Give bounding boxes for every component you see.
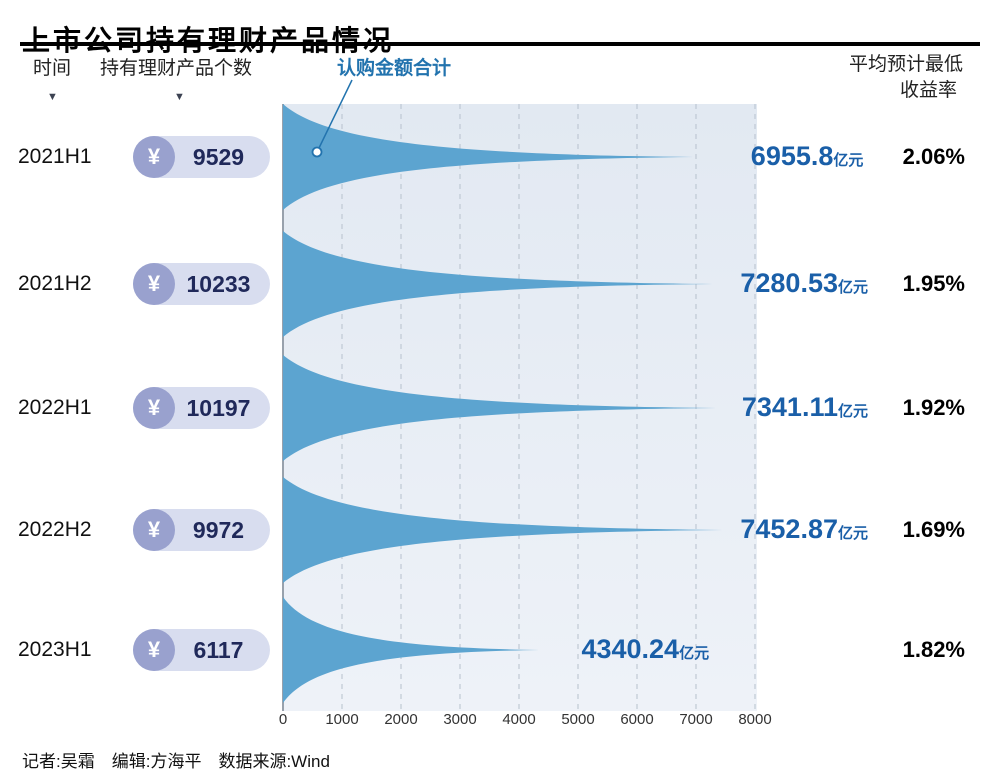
amount-unit: 亿元 [833,152,864,169]
rate-value: 1.92% [902,395,965,420]
x-tick-label: 7000 [679,711,713,728]
amount-unit: 亿元 [679,645,710,662]
amount-value: 7452.87 [740,514,838,544]
header-rate-line1: 平均预计最低 [848,54,963,75]
x-tick-label: 8000 [738,711,772,728]
count-pill: ¥ 9972 [133,509,270,551]
amount-unit: 亿元 [837,403,868,420]
amount-label: 7452.87亿元 [740,516,868,543]
count-value: 9972 [192,516,245,543]
row-time-label: 2021H2 [18,272,92,295]
x-tick-label: 0 [278,711,288,728]
header-amount: 认购金额合计 [337,58,452,79]
amount-label: 7280.53亿元 [740,270,868,297]
yen-coin-icon: ¥ [133,629,175,671]
triangle-down-icon: ▼ [47,91,58,103]
x-tick-label: 6000 [620,711,654,728]
amount-label: 6955.8亿元 [751,143,864,170]
title-underline [20,42,980,46]
count-pill: ¥ 6117 [133,629,270,671]
header-rate-line2: 收益率 [899,80,957,101]
amount-value: 7280.53 [740,268,838,298]
triangle-down-icon: ▼ [174,91,185,103]
yen-coin-icon: ¥ [133,263,175,305]
row-time-label: 2021H1 [18,145,92,168]
amount-label: 7341.11亿元 [742,394,868,421]
footer-credits: 记者:吴霜 编辑:方海平 数据来源:Wind [22,752,330,771]
x-tick-label: 5000 [561,711,595,728]
count-value: 10233 [186,270,251,297]
rate-value: 2.06% [902,144,965,169]
amount-value: 6955.8 [750,141,834,171]
page-title: 上市公司持有理财产品情况 [22,24,395,56]
rate-value: 1.69% [902,517,965,542]
x-tick-label: 1000 [325,711,359,728]
rate-value: 1.82% [902,637,965,662]
x-tick-label: 4000 [502,711,536,728]
count-value: 9529 [192,143,245,170]
count-value: 6117 [193,636,244,663]
row-time-label: 2022H1 [18,396,92,419]
count-pill: ¥ 9529 [133,136,270,178]
row-time-label: 2022H2 [18,518,92,541]
amount-unit: 亿元 [837,525,868,542]
yen-coin-icon: ¥ [133,136,175,178]
yen-coin-icon: ¥ [133,509,175,551]
row-time-label: 2023H1 [18,638,92,661]
amount-unit: 亿元 [837,279,868,296]
amount-value: 7341.11 [741,392,838,422]
x-tick-label: 3000 [443,711,477,728]
count-pill: ¥ 10197 [133,387,270,429]
header-count: 持有理财产品个数 [100,58,253,79]
yen-coin-icon: ¥ [133,387,175,429]
count-pill: ¥ 10233 [133,263,270,305]
amount-value: 4340.24 [581,634,680,664]
rate-value: 1.95% [902,271,965,296]
count-value: 10197 [186,394,251,421]
amount-label: 4340.24亿元 [581,636,709,663]
x-tick-label: 2000 [384,711,418,728]
header-time: 时间 [33,58,72,79]
